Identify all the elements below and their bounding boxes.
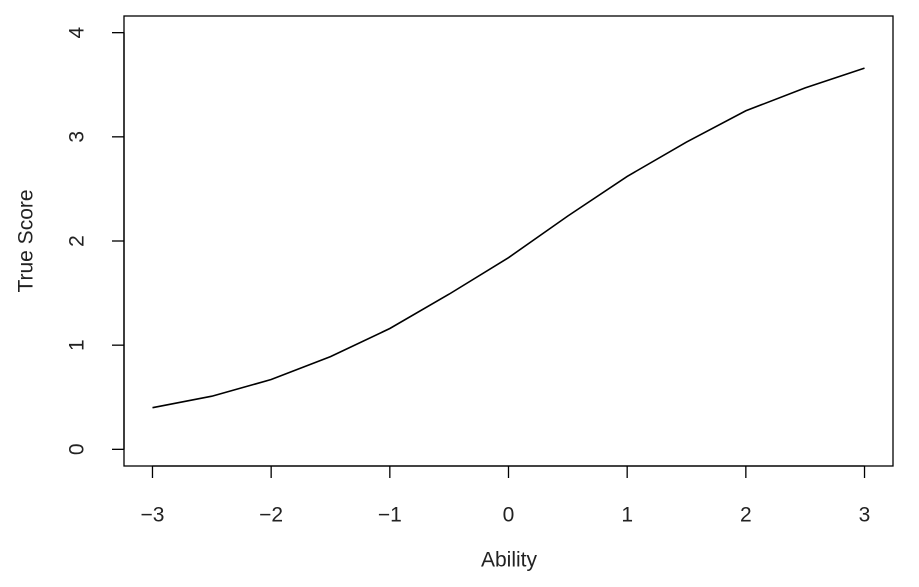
y-tick-label: 0 <box>66 443 89 455</box>
x-tick-label: 1 <box>621 504 633 527</box>
y-tick-label: 1 <box>66 339 89 351</box>
x-tick-label: 0 <box>503 504 515 527</box>
x-axis-title: Ability <box>481 549 538 572</box>
x-tick-label: 2 <box>740 504 752 527</box>
y-tick-label: 4 <box>66 27 89 39</box>
x-tick-label: −3 <box>141 504 165 527</box>
x-tick-label: 3 <box>859 504 871 527</box>
x-tick-label: −2 <box>259 504 283 527</box>
line-series <box>152 67 865 409</box>
y-tick-label: 2 <box>66 235 89 247</box>
y-tick-label: 3 <box>66 131 89 143</box>
y-axis-title: True Score <box>15 189 38 292</box>
plot-frame <box>123 15 894 467</box>
x-tick-label: −1 <box>378 504 402 527</box>
